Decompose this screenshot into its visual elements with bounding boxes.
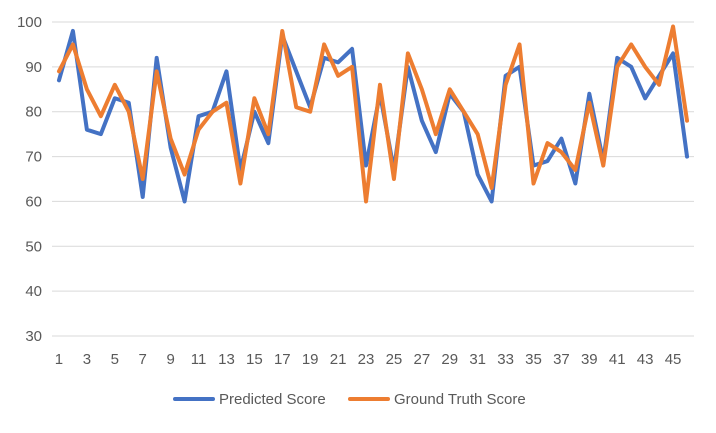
x-tick-label: 39 — [581, 351, 598, 368]
x-tick-label: 23 — [358, 351, 375, 368]
legend: Predicted Score Ground Truth Score — [173, 391, 526, 408]
x-axis-tick-labels: 1 3 5 7 9 11 13 15 17 19 21 23 25 27 29 31 33 35 37 39 41 43 4… — [55, 351, 682, 368]
series-line-ground-truth-score — [56, 24, 690, 204]
y-tick-label: 30 — [25, 328, 42, 345]
x-tick-label: 15 — [246, 351, 263, 368]
y-tick-label: 60 — [25, 193, 42, 210]
x-tick-label: 45 — [665, 351, 682, 368]
y-axis-tick-labels: 30 40 50 60 70 80 90 100 — [17, 14, 42, 345]
x-tick-label: 1 — [55, 351, 63, 368]
x-tick-label: 19 — [302, 351, 319, 368]
x-tick-label: 41 — [609, 351, 626, 368]
gridlines — [52, 21, 694, 337]
x-tick-label: 25 — [386, 351, 403, 368]
x-tick-label: 33 — [497, 351, 514, 368]
y-tick-label: 90 — [25, 59, 42, 76]
x-tick-label: 9 — [166, 351, 174, 368]
x-tick-label: 21 — [330, 351, 347, 368]
legend-label: Predicted Score — [219, 391, 326, 408]
y-tick-label: 70 — [25, 149, 42, 166]
x-tick-label: 43 — [637, 351, 654, 368]
y-tick-label: 50 — [25, 238, 42, 255]
x-tick-label: 3 — [83, 351, 91, 368]
x-tick-label: 35 — [525, 351, 542, 368]
x-tick-label: 13 — [218, 351, 235, 368]
y-tick-label: 40 — [25, 283, 42, 300]
y-tick-label: 100 — [17, 14, 42, 31]
x-tick-label: 31 — [469, 351, 486, 368]
x-tick-label: 7 — [139, 351, 147, 368]
series-lines — [56, 24, 690, 204]
y-tick-label: 80 — [25, 104, 42, 121]
x-tick-label: 27 — [414, 351, 431, 368]
x-tick-label: 29 — [441, 351, 458, 368]
x-tick-label: 5 — [111, 351, 119, 368]
x-tick-label: 11 — [191, 351, 207, 368]
legend-label: Ground Truth Score — [394, 391, 526, 408]
x-tick-label: 17 — [274, 351, 291, 368]
x-tick-label: 37 — [553, 351, 570, 368]
